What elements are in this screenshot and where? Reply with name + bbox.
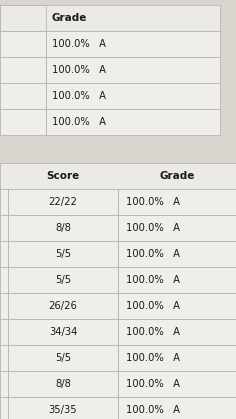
Text: 100.0%   A: 100.0% A bbox=[126, 353, 180, 363]
Bar bbox=[0, 109, 46, 135]
Text: 8/8: 8/8 bbox=[55, 223, 71, 233]
Text: 35/35: 35/35 bbox=[49, 405, 77, 415]
Bar bbox=[8, 371, 118, 397]
Text: 100.0%   A: 100.0% A bbox=[126, 405, 180, 415]
Bar bbox=[118, 241, 236, 267]
Text: 100.0%   A: 100.0% A bbox=[126, 379, 180, 389]
Text: 100.0%   A: 100.0% A bbox=[126, 275, 180, 285]
Bar bbox=[118, 371, 236, 397]
Bar bbox=[8, 345, 118, 371]
Bar bbox=[0, 241, 8, 267]
Bar bbox=[0, 5, 220, 31]
Text: 100.0%   A: 100.0% A bbox=[52, 117, 106, 127]
Text: 8/8: 8/8 bbox=[55, 379, 71, 389]
Text: Grade: Grade bbox=[52, 13, 87, 23]
Text: Score: Score bbox=[46, 171, 80, 181]
Bar bbox=[118, 189, 236, 215]
Bar bbox=[46, 57, 220, 83]
Bar bbox=[118, 293, 236, 319]
Bar bbox=[118, 215, 236, 241]
Text: 100.0%   A: 100.0% A bbox=[126, 223, 180, 233]
Text: 5/5: 5/5 bbox=[55, 249, 71, 259]
Text: 100.0%   A: 100.0% A bbox=[52, 91, 106, 101]
Bar bbox=[0, 267, 8, 293]
Bar bbox=[0, 163, 236, 189]
Text: 100.0%   A: 100.0% A bbox=[126, 327, 180, 337]
Text: 22/22: 22/22 bbox=[49, 197, 77, 207]
Bar bbox=[8, 319, 118, 345]
Bar bbox=[8, 267, 118, 293]
Bar bbox=[8, 241, 118, 267]
Bar bbox=[0, 5, 46, 31]
Text: 5/5: 5/5 bbox=[55, 275, 71, 285]
Bar bbox=[0, 319, 8, 345]
Bar bbox=[0, 189, 8, 215]
Text: 100.0%   A: 100.0% A bbox=[126, 249, 180, 259]
Bar bbox=[118, 345, 236, 371]
Bar bbox=[0, 345, 8, 371]
Bar bbox=[46, 83, 220, 109]
Bar bbox=[118, 319, 236, 345]
Text: 5/5: 5/5 bbox=[55, 353, 71, 363]
Bar bbox=[0, 293, 8, 319]
Bar bbox=[8, 397, 118, 419]
Bar bbox=[118, 397, 236, 419]
Bar bbox=[0, 31, 46, 57]
Text: 100.0%   A: 100.0% A bbox=[52, 65, 106, 75]
Text: 100.0%   A: 100.0% A bbox=[126, 197, 180, 207]
Bar bbox=[8, 293, 118, 319]
Bar bbox=[46, 31, 220, 57]
Text: 100.0%   A: 100.0% A bbox=[52, 39, 106, 49]
Bar bbox=[0, 83, 46, 109]
Text: 100.0%   A: 100.0% A bbox=[126, 301, 180, 311]
Bar bbox=[0, 215, 8, 241]
Bar bbox=[8, 189, 118, 215]
Text: Grade: Grade bbox=[159, 171, 195, 181]
Bar bbox=[118, 267, 236, 293]
Bar bbox=[0, 371, 8, 397]
Text: 26/26: 26/26 bbox=[49, 301, 77, 311]
Bar bbox=[0, 57, 46, 83]
Text: 34/34: 34/34 bbox=[49, 327, 77, 337]
Bar bbox=[0, 397, 8, 419]
Bar bbox=[46, 109, 220, 135]
Bar bbox=[8, 215, 118, 241]
